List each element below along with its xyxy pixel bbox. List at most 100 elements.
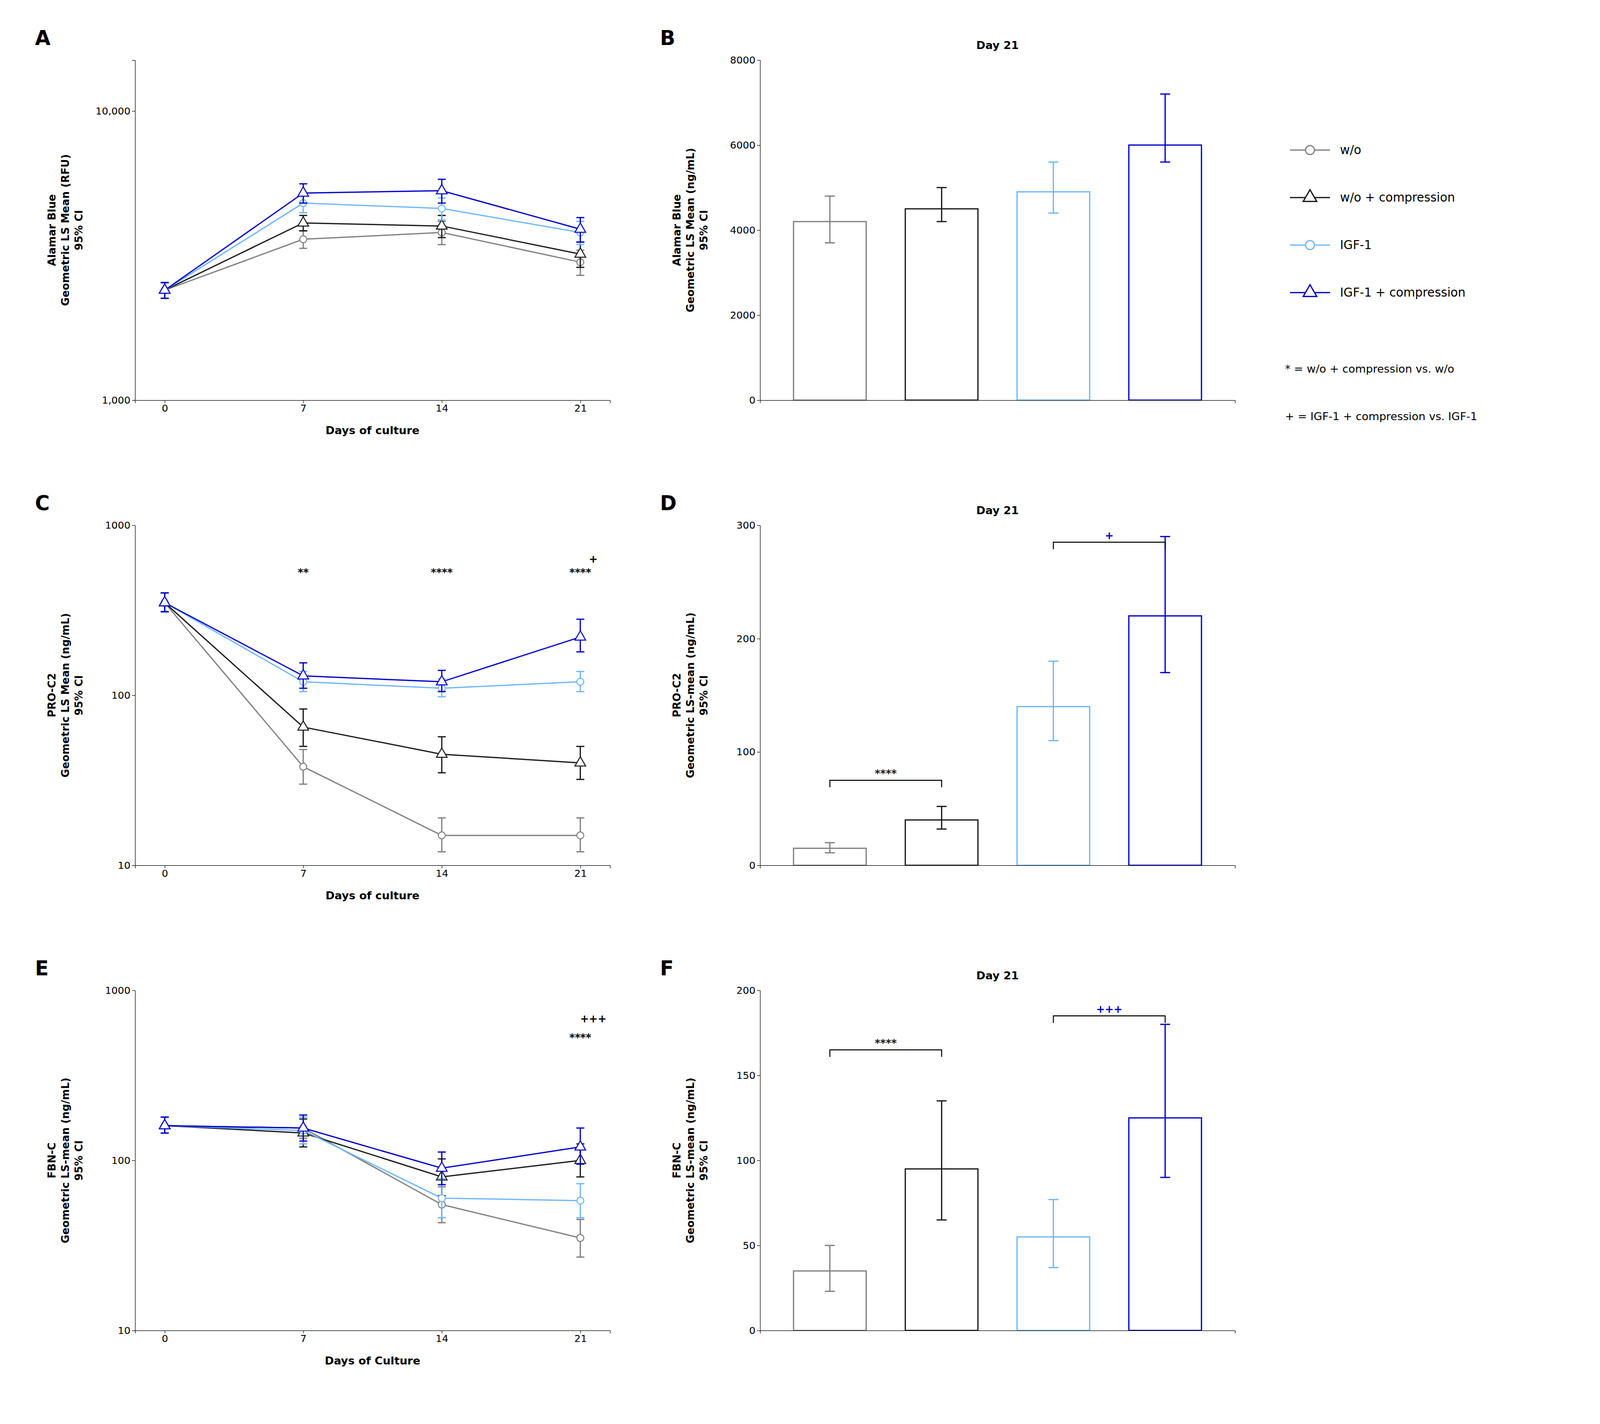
tick: 300 bbox=[736, 519, 760, 531]
figure: 1,00010,000071421Days of cultureAlamar B… bbox=[0, 0, 1600, 1424]
tick: 0 bbox=[749, 859, 760, 871]
x-axis-title: Days of Culture bbox=[324, 1354, 420, 1367]
marker bbox=[438, 1194, 446, 1201]
axis-line bbox=[135, 400, 611, 404]
marker bbox=[436, 1161, 447, 1171]
series bbox=[159, 1114, 586, 1184]
series-line bbox=[164, 223, 580, 290]
axis-line bbox=[135, 865, 611, 869]
tick-label: 50 bbox=[743, 1239, 756, 1251]
tick: 10 bbox=[118, 1324, 135, 1336]
tick-label: 10,000 bbox=[95, 105, 131, 117]
bracket bbox=[1053, 542, 1166, 549]
error-bar bbox=[1160, 1024, 1170, 1177]
series-line bbox=[164, 602, 580, 688]
tick: 0 bbox=[749, 394, 760, 406]
tick: 10,000 bbox=[95, 105, 135, 117]
series bbox=[159, 592, 586, 691]
x-axis-title: Days of culture bbox=[325, 424, 420, 437]
axis-line bbox=[757, 525, 761, 866]
tick: 150 bbox=[736, 1069, 760, 1081]
marker bbox=[438, 205, 446, 212]
panel: 101001000071421Days of CultureFBN-CGeome… bbox=[35, 956, 611, 1367]
tick-mark bbox=[132, 990, 135, 991]
tick-label: 0 bbox=[162, 402, 169, 414]
marker bbox=[438, 831, 446, 839]
series bbox=[159, 215, 586, 299]
x-axis: 071421 bbox=[135, 865, 611, 879]
annotation: + bbox=[589, 553, 598, 565]
tick: 4000 bbox=[730, 224, 760, 236]
error-bar bbox=[299, 749, 307, 784]
tick: 21 bbox=[574, 400, 587, 414]
error-bar bbox=[1160, 536, 1170, 673]
tick-label: 14 bbox=[435, 1332, 448, 1344]
tick: 200 bbox=[736, 632, 760, 645]
series-line bbox=[164, 190, 580, 290]
tick-label: 200 bbox=[736, 632, 756, 645]
series bbox=[160, 1116, 584, 1257]
tick-label: 300 bbox=[736, 519, 756, 531]
y-axis: 0 50 100 150 200 bbox=[736, 984, 761, 1336]
tick-label: 0 bbox=[162, 1332, 169, 1344]
tick-mark bbox=[132, 111, 135, 112]
plot-area bbox=[793, 536, 1202, 865]
tick-label: 6000 bbox=[730, 139, 756, 151]
bar bbox=[1017, 192, 1090, 401]
tick-label: 10 bbox=[118, 1324, 131, 1336]
legend-label: IGF-1 + compression bbox=[1340, 285, 1466, 300]
marker bbox=[299, 235, 307, 243]
axis-line bbox=[760, 400, 1236, 404]
marker bbox=[575, 630, 586, 640]
axis-line bbox=[132, 525, 136, 866]
tick: 7 bbox=[300, 400, 307, 414]
tick-label: 0 bbox=[749, 394, 756, 406]
tick-label: 7 bbox=[300, 867, 307, 879]
annotation: ** bbox=[297, 566, 309, 579]
tick-mark bbox=[757, 145, 760, 146]
tick: 200 bbox=[736, 984, 760, 996]
axis-line bbox=[135, 1330, 611, 1334]
series bbox=[159, 592, 586, 779]
tick-label: 0 bbox=[749, 1324, 756, 1336]
plot-area bbox=[793, 1024, 1202, 1330]
error-bar bbox=[576, 1183, 585, 1217]
panel-label: D bbox=[660, 491, 677, 515]
marker bbox=[298, 187, 309, 197]
marker bbox=[159, 1119, 170, 1129]
bar bbox=[905, 209, 978, 401]
x-axis bbox=[760, 400, 1236, 404]
y-axis: 101001000 bbox=[105, 519, 135, 871]
tick: 14 bbox=[435, 1330, 448, 1344]
annotation: **** bbox=[569, 566, 592, 579]
tick-mark bbox=[757, 1075, 760, 1076]
axis-line bbox=[757, 60, 761, 401]
marker bbox=[577, 678, 584, 685]
annotation: **** bbox=[875, 1037, 897, 1049]
marker bbox=[575, 1140, 586, 1150]
marker bbox=[436, 219, 447, 229]
annotation: **** bbox=[875, 767, 897, 780]
tick-label: 200 bbox=[736, 984, 756, 996]
tick-mark bbox=[757, 1245, 760, 1246]
series-line bbox=[164, 602, 580, 763]
series-line bbox=[164, 602, 580, 682]
plot-area bbox=[159, 592, 586, 852]
axis-line bbox=[760, 1330, 1236, 1334]
tick-label: 100 bbox=[111, 689, 131, 701]
tick-label: 1000 bbox=[105, 984, 131, 996]
panel: 050100150200Day 21FBN-CGeometric LS-mean… bbox=[660, 956, 1236, 1336]
annotation: +++ bbox=[1096, 1003, 1123, 1015]
bar bbox=[793, 221, 866, 400]
marker bbox=[298, 720, 309, 730]
error-bar bbox=[576, 817, 585, 852]
panel-label: B bbox=[660, 26, 676, 50]
legend-note: * = w/o + compression vs. w/o bbox=[1285, 362, 1455, 375]
tick-label: 8000 bbox=[730, 54, 756, 66]
x-axis: 071421 bbox=[135, 1330, 611, 1344]
marker bbox=[436, 184, 447, 194]
tick-mark bbox=[757, 990, 760, 991]
axis-line bbox=[132, 990, 136, 1331]
tick-label: 100 bbox=[736, 1154, 756, 1166]
y-axis-title: Alamar BlueGeometric LS Mean (RFU)95% CI bbox=[46, 154, 85, 306]
